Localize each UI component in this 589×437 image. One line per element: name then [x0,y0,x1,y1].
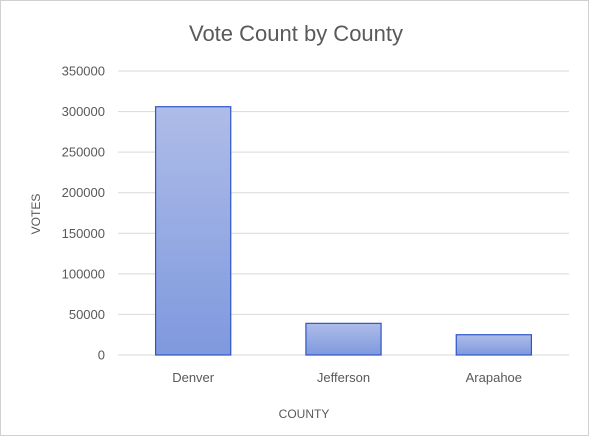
y-tick-label: 150000 [62,226,105,241]
chart-title: Vote Count by County [189,21,403,46]
x-tick-label: Denver [172,370,215,385]
bar-denver [154,106,232,356]
y-tick-label: 250000 [62,145,105,160]
y-axis-ticks: 0 50000 100000 150000 200000 250000 300000 3500… [62,64,105,363]
y-tick-label: 350000 [62,64,105,79]
x-tick-label: Arapahoe [466,370,522,385]
x-axis-ticks: Denver Jefferson Arapahoe [172,370,522,385]
y-tick-label: 0 [98,348,105,363]
x-tick-label: Jefferson [317,370,370,385]
y-tick-label: 200000 [62,185,105,200]
y-tick-label: 100000 [62,266,105,281]
y-tick-label: 50000 [69,307,105,322]
bar-arapahoe [455,334,533,356]
y-axis-title: VOTES [29,194,43,235]
bar-jefferson [305,322,382,356]
y-tick-label: 300000 [62,104,105,119]
bars [154,106,533,356]
x-axis-title: COUNTY [279,407,330,421]
